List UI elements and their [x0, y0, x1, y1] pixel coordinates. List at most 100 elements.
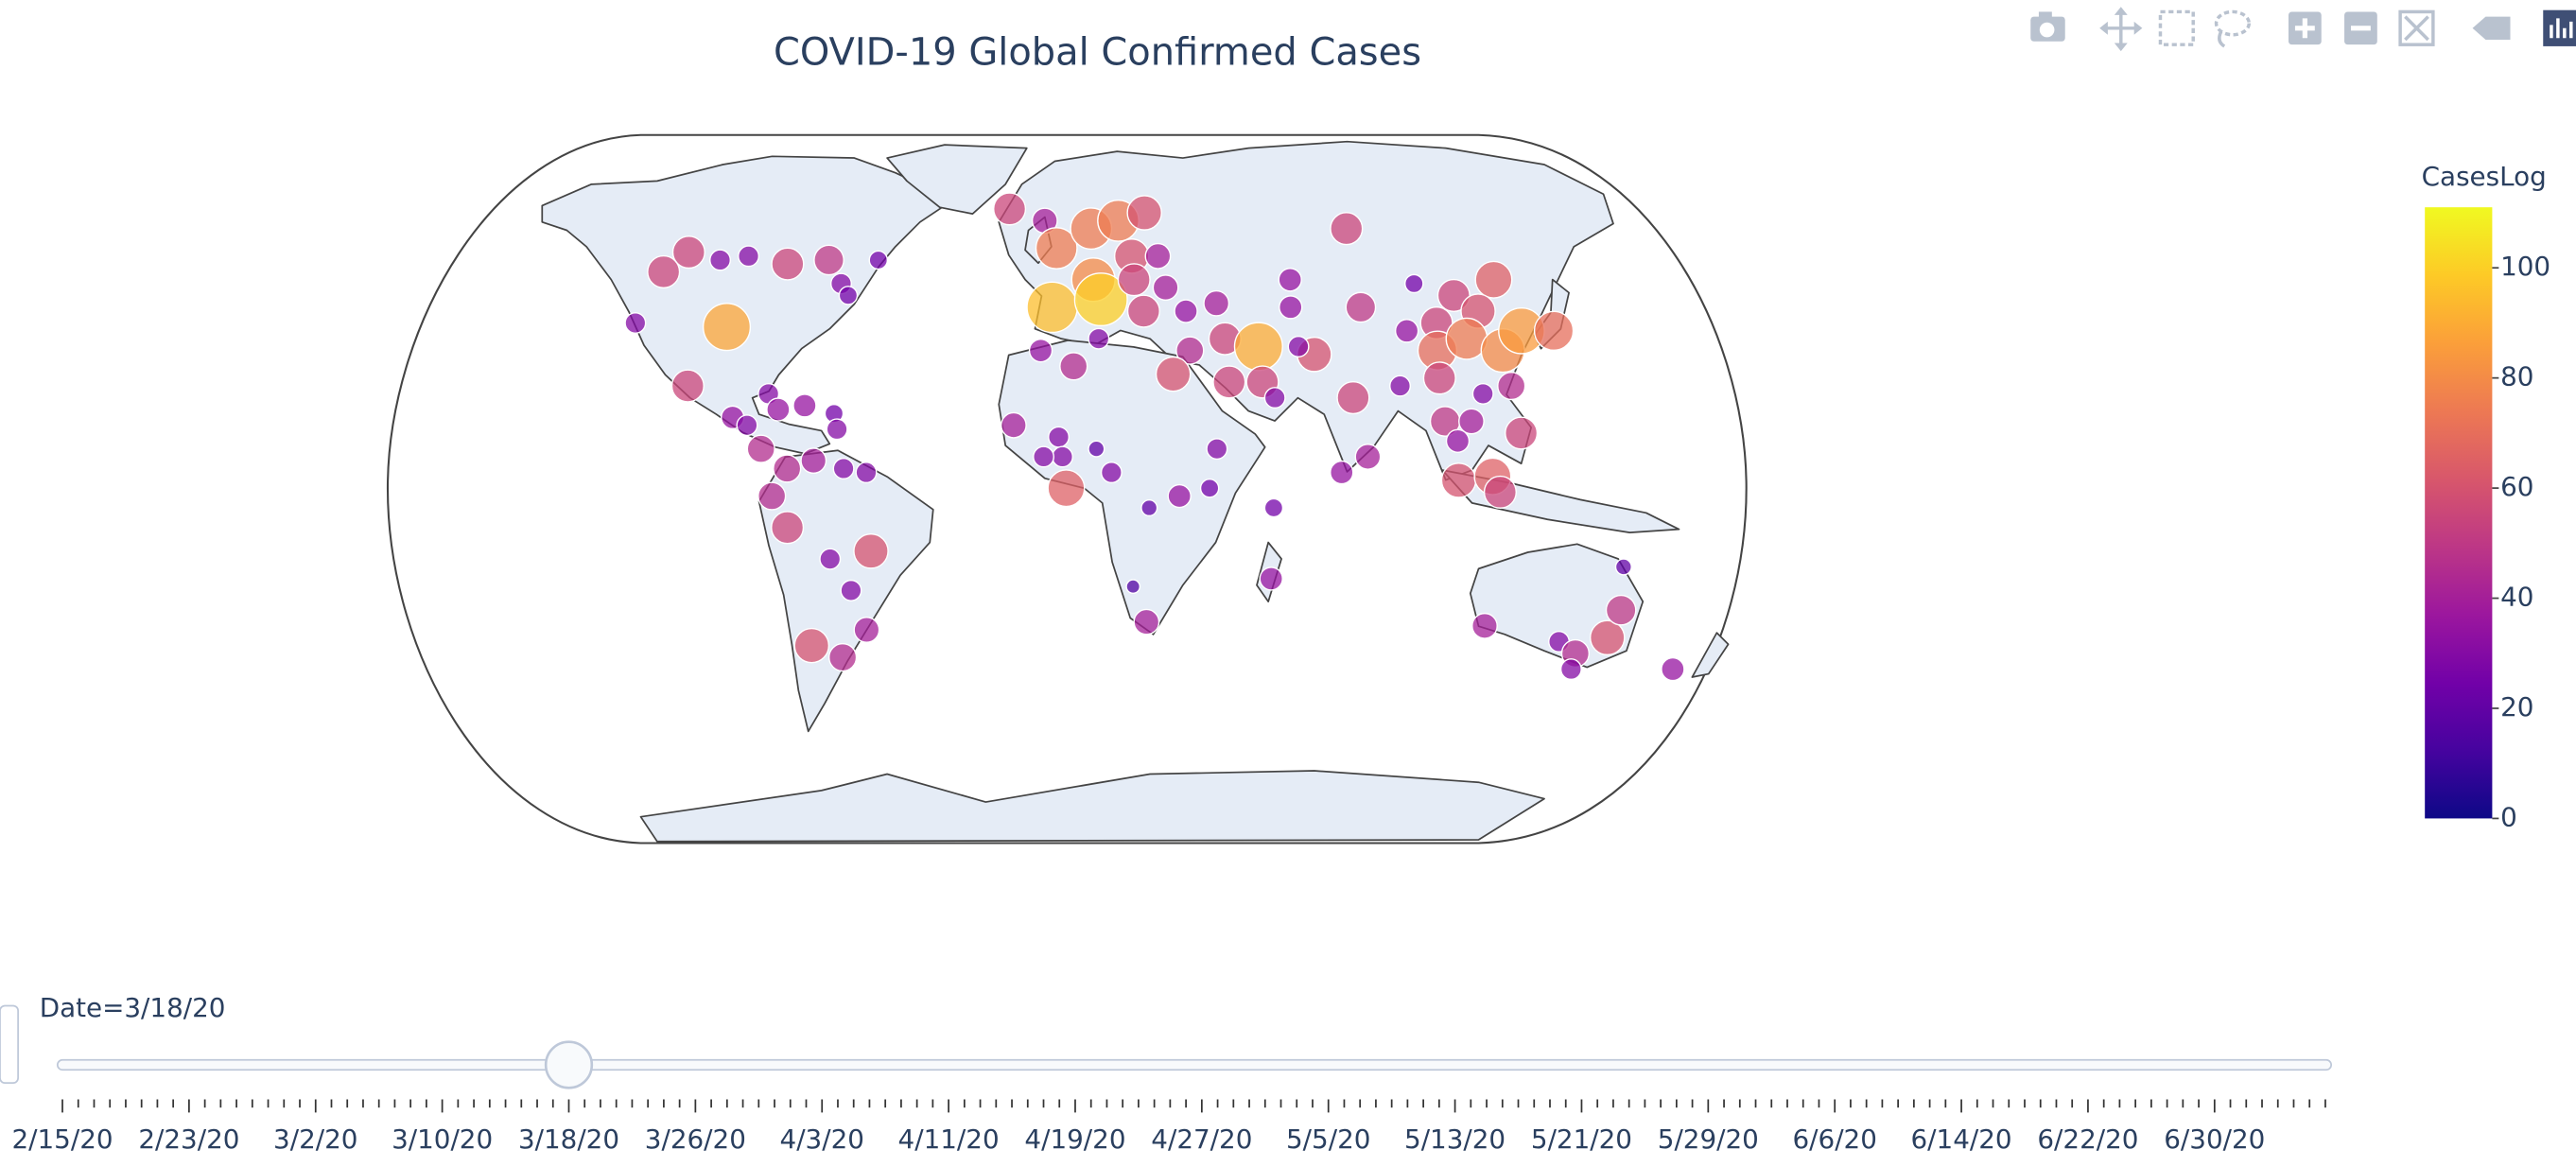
- slider-step-label[interactable]: 3/10/20: [392, 1123, 493, 1155]
- colorbar: CasesLog 0 20 40 60 80 100: [2422, 161, 2550, 833]
- bubble: [828, 642, 858, 672]
- bubble: [1152, 274, 1179, 301]
- bubble: [1263, 497, 1284, 518]
- autoscale-button[interactable]: [2398, 9, 2435, 46]
- slider: Date=3/18/20 2/15/20 2/23/20 3/2/20 3/10/20…: [0, 992, 2333, 1155]
- slider-handle[interactable]: [544, 1040, 594, 1089]
- bubble: [647, 254, 681, 289]
- slider-step-label[interactable]: 3/2/20: [273, 1123, 357, 1155]
- lasso-button[interactable]: [2214, 9, 2252, 48]
- bubble: [1212, 365, 1246, 399]
- bubble: [1345, 291, 1377, 323]
- box-select-button[interactable]: [2158, 9, 2195, 46]
- slider-track[interactable]: [56, 1058, 2333, 1071]
- markers: [624, 192, 1685, 682]
- slider-step-label[interactable]: 6/14/20: [1911, 1123, 2012, 1155]
- bubble: [1474, 260, 1513, 299]
- bubble: [773, 454, 802, 483]
- bubble: [1133, 608, 1160, 636]
- slider-step-label[interactable]: 5/21/20: [1531, 1123, 1632, 1155]
- bubble: [1404, 273, 1424, 294]
- slider-step-label[interactable]: 4/11/20: [898, 1123, 1000, 1155]
- bubble: [771, 247, 805, 281]
- new-zealand: [1691, 632, 1730, 678]
- slider-step-label[interactable]: 2/23/20: [138, 1123, 239, 1155]
- zoom-out-button[interactable]: [2344, 11, 2377, 45]
- slider-step-label[interactable]: 6/6/20: [1792, 1123, 1876, 1155]
- bubble: [1559, 658, 1582, 681]
- colorbar-tick-label: 80: [2500, 361, 2533, 392]
- bubble: [855, 462, 878, 484]
- bubble: [813, 244, 844, 276]
- bubble: [1458, 408, 1485, 435]
- bubble: [1144, 242, 1172, 270]
- bubble: [853, 533, 889, 569]
- bubble: [1483, 475, 1517, 509]
- bubble: [738, 245, 760, 268]
- map: [386, 133, 1748, 845]
- bubble: [1336, 381, 1370, 415]
- bubble: [1259, 566, 1283, 591]
- bubble: [670, 369, 705, 403]
- bubble: [1125, 579, 1141, 595]
- bubble: [1287, 336, 1310, 357]
- bubble: [1330, 212, 1364, 246]
- slider-step-label[interactable]: 4/27/20: [1151, 1123, 1252, 1155]
- greenland: [886, 144, 1028, 215]
- bubble: [1052, 445, 1073, 468]
- slider-step-label[interactable]: 4/3/20: [780, 1123, 864, 1155]
- bubble: [1233, 322, 1283, 372]
- bubble: [1614, 558, 1632, 576]
- slider-step-label[interactable]: 3/26/20: [645, 1123, 746, 1155]
- bubble: [1330, 460, 1354, 485]
- bubble: [868, 250, 889, 270]
- bubble: [826, 418, 848, 441]
- reset-button[interactable]: [2472, 16, 2511, 40]
- colorbar-tick-label: 40: [2500, 582, 2533, 613]
- bubble: [1155, 356, 1192, 392]
- bubble: [1497, 371, 1526, 401]
- bubble: [1471, 382, 1494, 405]
- bubble: [1436, 278, 1471, 312]
- bubble: [993, 192, 1027, 226]
- slider-step-label[interactable]: 5/29/20: [1658, 1123, 1759, 1155]
- bubble: [1471, 612, 1498, 639]
- slider-step-label[interactable]: 6/22/20: [2037, 1123, 2138, 1155]
- antarctica: [639, 770, 1545, 843]
- bubble: [1589, 619, 1626, 656]
- slider-step-label[interactable]: 3/18/20: [518, 1123, 619, 1155]
- bubble: [1048, 426, 1070, 448]
- camera-button[interactable]: [2030, 11, 2065, 42]
- colorbar-tick-label: 60: [2500, 471, 2533, 502]
- bubble: [1661, 656, 1685, 682]
- bubble: [819, 548, 842, 570]
- bubble: [1533, 310, 1575, 352]
- slider-step-label[interactable]: 4/19/20: [1024, 1123, 1125, 1155]
- plotly-logo[interactable]: [2543, 9, 2576, 46]
- bubble: [1278, 268, 1302, 292]
- slider-step-label[interactable]: 5/13/20: [1404, 1123, 1506, 1155]
- zoom-in-button[interactable]: [2288, 11, 2322, 45]
- play-button[interactable]: [0, 1004, 19, 1084]
- bubble: [1047, 469, 1086, 508]
- bubble: [709, 249, 731, 271]
- bubble: [1035, 227, 1078, 270]
- colorbar-tick-label: 100: [2500, 251, 2550, 282]
- bubble: [757, 481, 787, 511]
- bubble: [1605, 594, 1637, 626]
- slider-step-label[interactable]: 2/15/20: [11, 1123, 113, 1155]
- colorbar-tick-label: 0: [2500, 801, 2517, 832]
- bubble: [1000, 411, 1027, 439]
- pan-button[interactable]: [2099, 7, 2143, 52]
- bubble: [1263, 387, 1286, 409]
- slider-step-label[interactable]: 6/30/20: [2164, 1123, 2265, 1155]
- bubble: [853, 617, 880, 643]
- slider-step-label[interactable]: 5/5/20: [1286, 1123, 1370, 1155]
- bubble: [800, 447, 827, 475]
- bubble: [1394, 319, 1419, 343]
- bubble: [792, 393, 817, 418]
- bubble: [1279, 295, 1303, 320]
- bubble: [832, 457, 855, 479]
- bubble: [771, 511, 805, 545]
